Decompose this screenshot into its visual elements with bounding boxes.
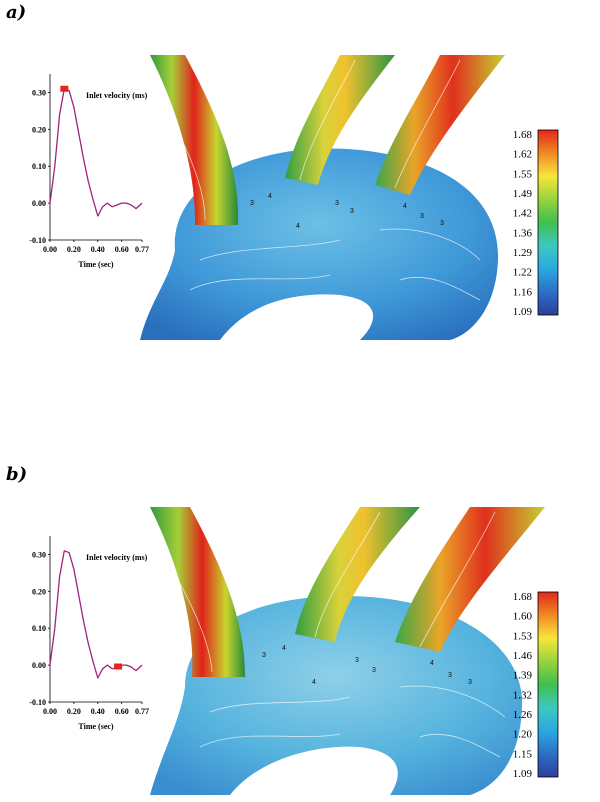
velocity-colorbar: 1.68 1.62 1.55 1.49 1.42 1.36 1.29 1.22 1.16 1.09: [513, 129, 559, 318]
inset-y-tick-label: -0.10: [29, 236, 46, 245]
contour-number: 3: [468, 679, 472, 686]
inlet-velocity-line: [49, 88, 143, 217]
inset-x-tick-label: 0.40: [91, 245, 105, 254]
aorta-render-b: 3 4 3 3 4 3 3 4 0.300.200.100.00-0.100.0…: [29, 507, 559, 795]
contour-number: 4: [282, 645, 286, 652]
colorbar-tick-label: 1.46: [513, 650, 533, 662]
inset-title: Inlet velocity (ms): [86, 553, 148, 562]
inset-x-tick-label: 0.00: [43, 245, 57, 254]
colorbar-tick-label: 1.60: [513, 611, 533, 623]
carotid-vessel: [285, 55, 395, 185]
inset-y-tick-label: 0.00: [32, 199, 46, 208]
brachiocephalic-vessel: [150, 507, 245, 677]
inset-x-tick-label: 0.00: [43, 707, 57, 716]
colorbar-tick-label: 1.49: [513, 188, 533, 200]
contour-number: 4: [403, 203, 407, 210]
panel-a: a): [0, 0, 600, 340]
inset-x-label: Time (sec): [78, 722, 114, 731]
inlet-velocity-inset: 0.300.200.100.00-0.100.00 0.20 0.40 0.60 0.7…: [29, 536, 149, 731]
inset-y-tick-label: 0.20: [32, 125, 46, 134]
velocity-colorbar: 1.68 1.60 1.53 1.46 1.39 1.32 1.26 1.20 1.15 1.09: [513, 591, 559, 780]
contour-number: 4: [296, 223, 300, 230]
inset-x-tick-label: 0.60: [115, 707, 129, 716]
colorbar-tick-label: 1.26: [513, 709, 533, 721]
inset-y-tick-label: 0.10: [32, 162, 46, 171]
contour-number: 3: [448, 672, 452, 679]
colorbar-scale: [537, 129, 559, 316]
contour-number: 3: [335, 200, 339, 207]
inset-y-tick-label: -0.10: [29, 698, 46, 707]
colorbar-tick-label: 1.20: [513, 729, 533, 741]
panel-label: a): [6, 2, 27, 23]
colorbar-tick-label: 1.42: [513, 208, 532, 220]
panel-label: b): [6, 464, 28, 485]
time-marker: [60, 85, 69, 92]
contour-number: 4: [430, 660, 434, 667]
inset-x-tick-label: 0.20: [67, 245, 81, 254]
aorta-render-a: 3 4 3 3 4 3 3 4 0.300.200.100.00-0.100.0…: [29, 55, 559, 340]
inset-title: Inlet velocity (ms): [86, 91, 148, 100]
colorbar-tick-label: 1.39: [513, 670, 533, 682]
inset-x-tick-label: 0.77: [135, 245, 149, 254]
inlet-velocity-inset: 0.300.200.100.00-0.100.00 0.20 0.40 0.60 0.7…: [29, 74, 149, 269]
colorbar-scale: [537, 591, 559, 778]
contour-number: 3: [355, 657, 359, 664]
colorbar-tick-label: 1.22: [513, 267, 532, 279]
inset-y-tick-label: 0.10: [32, 624, 46, 633]
colorbar-tick-label: 1.62: [513, 149, 532, 161]
colorbar-tick-label: 1.29: [513, 247, 533, 259]
inlet-velocity-line: [49, 550, 143, 679]
contour-number: 4: [312, 679, 316, 686]
inset-y-tick-label: 0.00: [32, 661, 46, 670]
inset-x-tick-label: 0.77: [135, 707, 149, 716]
contour-number: 3: [372, 667, 376, 674]
colorbar-tick-label: 1.53: [513, 630, 533, 642]
contour-number: 3: [440, 220, 444, 227]
time-marker: [114, 663, 123, 670]
colorbar-tick-label: 1.55: [513, 168, 533, 180]
contour-number: 3: [350, 208, 354, 215]
carotid-vessel: [295, 507, 420, 642]
colorbar-tick-label: 1.68: [513, 129, 533, 141]
colorbar-tick-label: 1.15: [513, 748, 533, 760]
colorbar-tick-label: 1.36: [513, 227, 533, 239]
inset-y-tick-label: 0.30: [32, 88, 46, 97]
contour-number: 3: [420, 213, 424, 220]
brachiocephalic-vessel: [150, 55, 239, 225]
contour-number: 3: [250, 200, 254, 207]
inset-x-tick-label: 0.60: [115, 245, 129, 254]
inset-x-tick-label: 0.40: [91, 707, 105, 716]
panel-b: b): [0, 462, 600, 802]
inset-y-tick-label: 0.20: [32, 587, 46, 596]
colorbar-tick-label: 1.32: [513, 689, 532, 701]
contour-number: 3: [262, 652, 266, 659]
colorbar-tick-label: 1.09: [513, 306, 533, 318]
contour-number: 4: [268, 193, 272, 200]
subclavian-vessel: [395, 507, 545, 652]
colorbar-tick-label: 1.09: [513, 768, 533, 780]
inset-x-tick-label: 0.20: [67, 707, 81, 716]
colorbar-tick-label: 1.68: [513, 591, 533, 603]
inset-y-tick-label: 0.30: [32, 550, 46, 559]
inset-x-label: Time (sec): [78, 260, 114, 269]
colorbar-tick-label: 1.16: [513, 286, 533, 298]
